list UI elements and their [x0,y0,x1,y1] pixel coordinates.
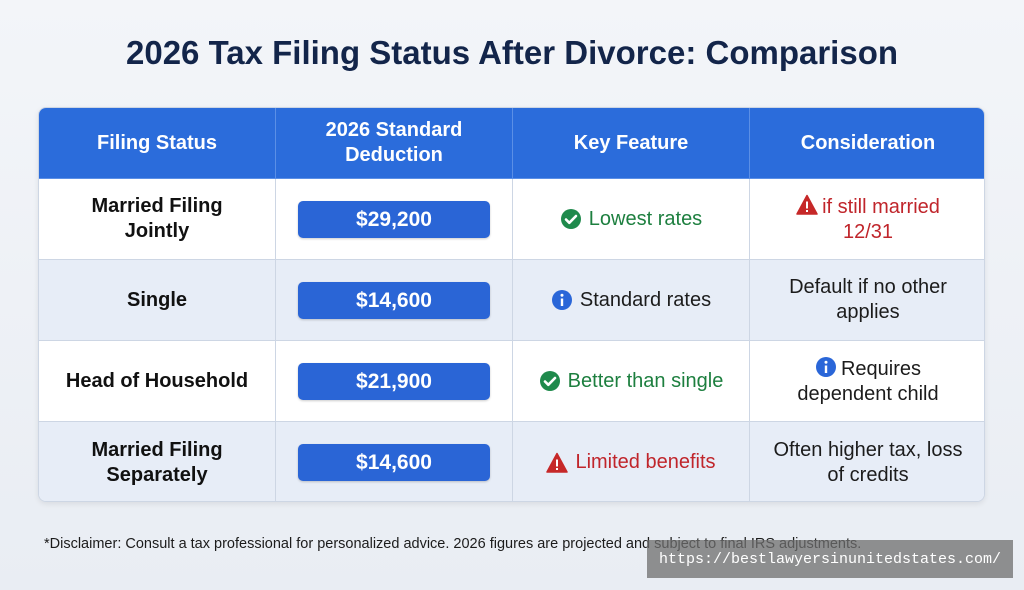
feature-text: Limited benefits [575,451,716,473]
consideration-cell: Often higher tax, loss of credits [750,422,984,501]
status-cell: Head of Household [39,341,276,422]
status-cell: Single [39,260,276,341]
warning-icon [546,452,569,473]
deduction-cell: $29,200 [276,179,513,260]
consideration-cell: if still married 12/31 [750,179,984,260]
consideration-text: Requires dependent child [797,357,939,405]
warning-icon [796,194,818,215]
feature-text: Better than single [567,369,724,392]
watermark: https://bestlawyersinunitedstates.com/ [647,540,1013,578]
title: 2026 Tax Filing Status After Divorce: Co… [125,34,899,71]
header-cell: Key Feature [513,108,750,179]
feature-cell: Limited benefits [513,422,750,501]
header-cell: Filing Status [39,108,276,179]
deduction-cell: $14,600 [276,260,513,341]
info-icon [815,356,836,377]
deduction-cell: $14,600 [276,422,513,501]
feature-cell: Standard rates [513,260,750,341]
comparison-table: Filing Status 2026 Standard Deduction Ke… [38,107,985,502]
deduction-pill: $14,600 [298,444,490,481]
status-cell: Married Filing Jointly [39,179,276,260]
header-cell: 2026 Standard Deduction [276,108,513,179]
deduction-pill: $29,200 [298,200,490,238]
header-cell: Consideration [750,108,984,179]
info-icon [551,290,572,310]
deduction-cell: $21,900 [276,341,513,422]
status-cell: Married Filing Separately [39,422,276,501]
consideration-cell: Default if no other applies [750,260,984,341]
feature-text: Standard rates [579,288,712,311]
consideration-cell: Requires dependent child [750,341,984,422]
check-icon [539,371,560,391]
feature-text: Lowest rates [588,207,703,230]
deduction-pill: $21,900 [298,362,490,400]
check-icon [560,209,581,229]
deduction-pill: $14,600 [298,281,490,319]
feature-cell: Better than single [513,341,750,422]
consideration-text: if still married 12/31 [822,195,940,243]
feature-cell: Lowest rates [513,179,750,260]
